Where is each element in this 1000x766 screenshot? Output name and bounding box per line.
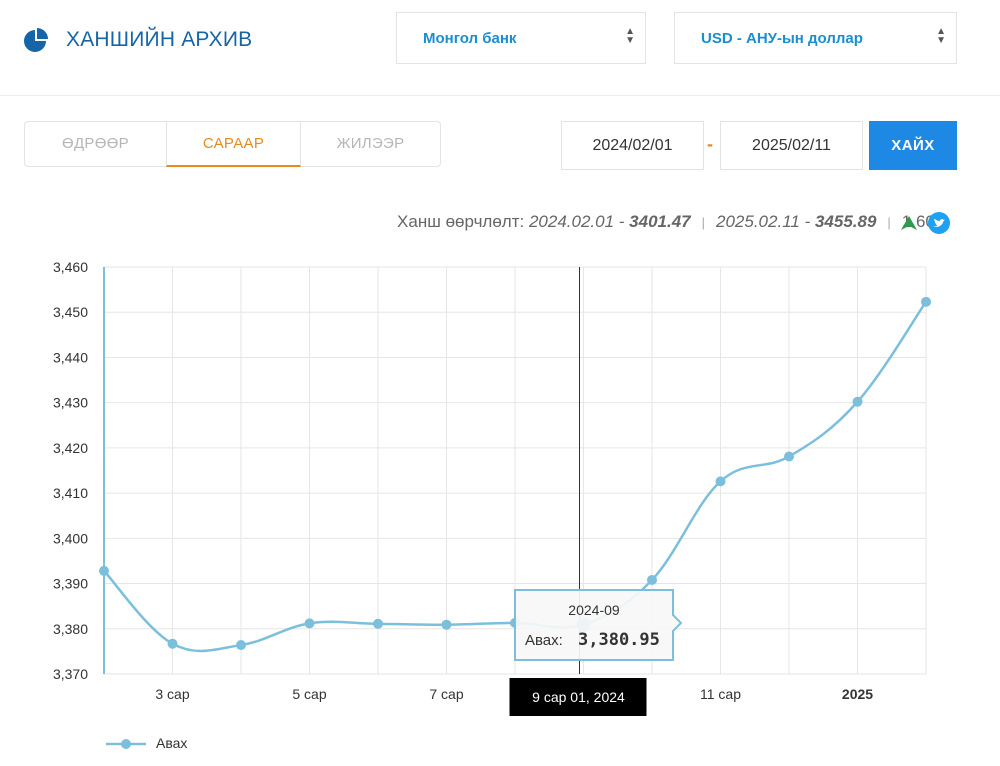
updown-arrows-icon: ▲ ▼ [625,26,635,46]
y-tick-label: 3,400 [53,530,88,546]
crosshair-label-box [509,678,647,716]
data-point [784,451,794,462]
date-separator: - [707,134,713,154]
page-title: ХАНШИЙН АРХИВ [66,28,253,51]
summary-label: Ханш өөрчлөлт: [397,212,525,231]
twitter-icon[interactable] [928,212,950,234]
pie-chart-icon [24,28,48,52]
x-tick-label: 2025 [842,686,873,702]
summary-start-value: 3401.47 [629,212,691,231]
data-point [715,476,726,487]
updown-arrows-icon: ▲ ▼ [936,26,946,46]
tooltip-date: 2024-09 [568,602,620,618]
data-point [236,640,246,651]
header-bar: ХАНШИЙН АРХИВ Монгол банк ▲ ▼ USD - АНУ-ы… [0,0,1000,96]
tab-monthly[interactable]: САРААР [166,121,301,167]
summary-end-value: 3455.89 [814,212,877,231]
y-tick-label: 3,430 [53,395,88,411]
data-point [921,296,931,307]
x-tick-label: 11 сар [700,686,741,702]
bank-select[interactable]: Монгол банк ▲ ▼ [396,12,646,64]
y-tick-label: 3,390 [53,576,88,592]
trend-up-icon [901,216,917,230]
currency-select-value: USD - АНУ-ын доллар [701,30,863,47]
data-point [99,565,109,576]
x-tick-label: 3 сар [155,686,189,702]
summary-start-date: 2024.02.01 [528,212,615,231]
date-to-input[interactable] [720,121,863,170]
data-point [647,574,657,585]
search-button[interactable]: ХАЙХ [869,121,957,170]
data-point [373,618,383,629]
x-tick-label: 5 сар [292,686,326,702]
data-point [167,638,178,649]
exchange-rate-chart: 3,370 3,380 3,390 3,400 3,410 3,420 3,430 3,440… [53,259,931,716]
crosshair-label: 9 сар 01, 2024 [532,689,625,705]
data-point [852,396,863,407]
summary-end-date: 2025.02.11 [716,212,800,231]
y-tick-label: 3,380 [53,621,88,637]
y-tick-label: 3,450 [53,304,88,320]
data-point [441,619,452,630]
y-tick-label: 3,370 [53,666,88,682]
currency-select[interactable]: USD - АНУ-ын доллар ▲ ▼ [674,12,957,64]
rate-change-summary: Ханш өөрчлөлт: 2024.02.01 - 3401.47 | 2025… [397,212,950,231]
tab-yearly[interactable]: ЖИЛЭЭР [336,135,405,152]
tooltip-box [514,589,683,661]
y-tick-label: 3,460 [53,259,88,275]
date-from-input[interactable] [561,121,704,170]
bank-select-value: Монгол банк [423,30,517,47]
y-tick-label: 3,440 [53,349,88,365]
tab-daily[interactable]: ӨДРӨӨР [62,135,129,152]
legend-label: Авах [156,735,188,751]
period-tabs: ӨДРӨӨР САРААР ЖИЛЭЭР [24,121,441,167]
tooltip-value: 3,380.95 [578,630,660,650]
x-tick-label: 7 сар [429,686,463,702]
y-tick-label: 3,420 [53,440,88,456]
tooltip-series-label: Авах: [525,632,563,649]
data-point [304,618,315,629]
legend-line-marker [106,739,146,749]
y-tick-label: 3,410 [53,485,88,501]
